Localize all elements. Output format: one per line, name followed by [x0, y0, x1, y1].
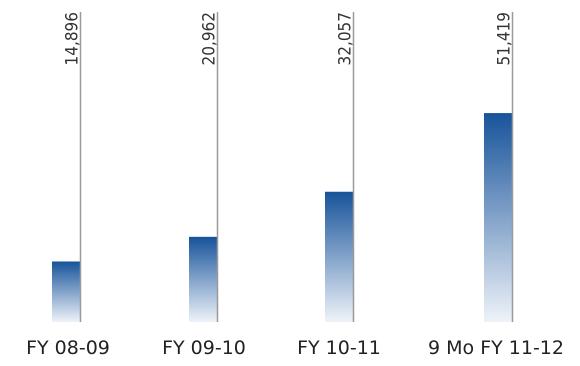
bar-3	[325, 191, 353, 322]
category-label-1: FY 08-09	[26, 337, 110, 359]
bar-4	[484, 113, 512, 323]
category-label-2: FY 09-10	[162, 337, 246, 359]
category-label-3: FY 10-11	[297, 337, 381, 359]
value-label-3: 32,057	[336, 12, 356, 66]
bar-2	[189, 236, 217, 322]
value-label-1: 14,896	[63, 12, 83, 66]
value-label-4: 51,419	[495, 12, 515, 66]
bar-1	[52, 261, 80, 322]
value-label-2: 20,962	[200, 12, 220, 66]
bars	[52, 12, 514, 323]
labels: 14,896 FY 08-09 20,962 FY 09-10 32,057 FY 10-…	[26, 12, 564, 359]
category-label-4: 9 Mo FY 11-12	[428, 337, 564, 359]
